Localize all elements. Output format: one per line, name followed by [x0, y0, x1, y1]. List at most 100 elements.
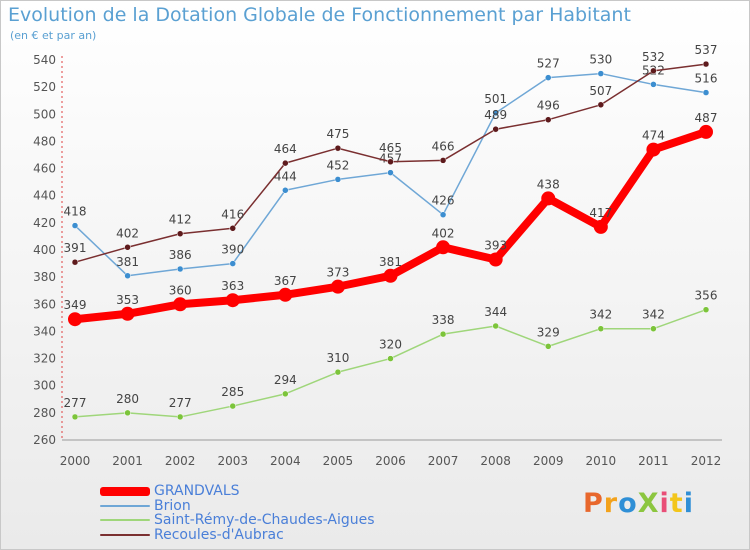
data-point-brion [387, 169, 394, 176]
data-point-grandvals [593, 219, 608, 234]
y-tick-label: 280 [33, 406, 56, 420]
data-label-brion: 516 [695, 72, 718, 86]
data-point-grandvals [541, 191, 556, 206]
data-point-saint-r-my-de-chaudes-aigues [545, 343, 552, 350]
y-tick-label: 440 [33, 189, 56, 203]
y-tick-label: 480 [33, 134, 56, 148]
data-point-grandvals [278, 287, 293, 302]
legend-label: Recoules-d'Aubrac [154, 526, 284, 543]
data-point-brion [176, 265, 184, 273]
data-label-recoules-d-aubrac: 489 [484, 108, 507, 122]
data-label-saint-r-my-de-chaudes-aigues: 338 [432, 313, 455, 327]
data-label-grandvals: 381 [379, 255, 402, 269]
data-point-grandvals [383, 268, 398, 283]
data-label-recoules-d-aubrac: 537 [695, 43, 718, 57]
data-label-recoules-d-aubrac: 496 [537, 99, 560, 113]
data-point-saint-r-my-de-chaudes-aigues [124, 409, 131, 417]
data-label-brion: 390 [221, 243, 244, 257]
y-tick-label: 260 [33, 433, 56, 447]
data-label-grandvals: 417 [589, 206, 612, 220]
x-tick-label: 2008 [480, 454, 511, 468]
y-tick-label: 360 [33, 297, 56, 311]
data-label-saint-r-my-de-chaudes-aigues: 285 [221, 385, 244, 399]
data-label-recoules-d-aubrac: 507 [589, 84, 612, 98]
data-point-grandvals [120, 306, 135, 321]
data-point-saint-r-my-de-chaudes-aigues [439, 330, 447, 338]
data-point-brion [229, 260, 236, 267]
data-label-recoules-d-aubrac: 391 [64, 241, 87, 255]
data-label-grandvals: 438 [537, 177, 560, 191]
data-point-brion [71, 222, 79, 229]
x-tick-label: 2001 [112, 454, 143, 468]
proxiti-logo: ProXiti [583, 488, 694, 519]
y-tick-label: 300 [33, 379, 56, 393]
x-tick-label: 2002 [165, 454, 196, 468]
y-tick-label: 380 [33, 270, 56, 284]
data-point-recoules-d-aubrac [176, 230, 184, 237]
data-point-recoules-d-aubrac [439, 157, 447, 164]
data-label-recoules-d-aubrac: 402 [116, 226, 139, 240]
data-point-grandvals [330, 279, 345, 294]
x-tick-label: 2012 [691, 454, 722, 468]
data-point-brion [650, 81, 657, 88]
data-label-saint-r-my-de-chaudes-aigues: 342 [642, 308, 665, 322]
data-point-grandvals [699, 124, 713, 139]
y-tick-label: 420 [33, 216, 56, 230]
x-tick-label: 2009 [533, 454, 564, 468]
data-label-brion: 444 [274, 169, 297, 183]
data-point-saint-r-my-de-chaudes-aigues [176, 413, 184, 421]
data-point-saint-r-my-de-chaudes-aigues [387, 355, 394, 362]
data-point-recoules-d-aubrac [229, 225, 236, 232]
y-tick-label: 540 [33, 53, 56, 67]
legend-item-recoules-d-aubrac: Recoules-d'Aubrac [100, 526, 375, 543]
data-label-saint-r-my-de-chaudes-aigues: 342 [589, 308, 612, 322]
y-tick-label: 520 [33, 80, 56, 94]
y-tick-label: 500 [33, 107, 56, 121]
data-label-recoules-d-aubrac: 532 [642, 50, 665, 64]
data-point-saint-r-my-de-chaudes-aigues [597, 325, 605, 332]
legend-label: Saint-Rémy-de-Chaudes-Aigues [154, 512, 375, 528]
data-label-brion: 452 [326, 158, 349, 172]
legend-item-saint-r-my-de-chaudes-aigues: Saint-Rémy-de-Chaudes-Aigues [100, 513, 375, 528]
data-label-saint-r-my-de-chaudes-aigues: 329 [537, 325, 560, 339]
legend-item-brion: Brion [100, 498, 375, 514]
legend-swatch [100, 533, 150, 536]
y-tick-label: 460 [33, 162, 56, 176]
data-point-brion [702, 89, 710, 96]
data-point-brion [334, 176, 342, 183]
data-point-grandvals [173, 297, 188, 312]
y-tick-label: 340 [33, 324, 56, 338]
chart-subtitle: (en € et par an) [10, 29, 97, 42]
data-point-grandvals [488, 252, 503, 267]
data-label-saint-r-my-de-chaudes-aigues: 277 [64, 396, 87, 410]
data-label-recoules-d-aubrac: 412 [169, 213, 192, 227]
data-point-brion [545, 74, 552, 81]
data-label-grandvals: 353 [116, 293, 139, 307]
data-label-saint-r-my-de-chaudes-aigues: 310 [326, 351, 349, 365]
data-label-recoules-d-aubrac: 466 [432, 139, 455, 153]
data-point-recoules-d-aubrac [650, 67, 657, 75]
data-point-saint-r-my-de-chaudes-aigues [492, 322, 499, 330]
data-label-recoules-d-aubrac: 465 [379, 141, 402, 155]
data-point-saint-r-my-de-chaudes-aigues [71, 413, 79, 421]
data-point-brion [597, 70, 605, 77]
data-label-grandvals: 393 [484, 239, 507, 253]
data-label-saint-r-my-de-chaudes-aigues: 344 [484, 305, 507, 319]
data-point-recoules-d-aubrac [387, 158, 394, 166]
x-tick-label: 2011 [638, 454, 669, 468]
data-label-grandvals: 363 [221, 279, 244, 293]
data-label-brion: 386 [169, 248, 192, 262]
logo-letter: o [618, 488, 638, 519]
x-tick-label: 2003 [217, 454, 248, 468]
data-point-saint-r-my-de-chaudes-aigues [650, 325, 657, 332]
data-label-saint-r-my-de-chaudes-aigues: 356 [695, 289, 718, 303]
data-label-brion: 530 [589, 53, 612, 67]
data-label-saint-r-my-de-chaudes-aigues: 294 [274, 373, 297, 387]
data-point-saint-r-my-de-chaudes-aigues [334, 368, 342, 376]
data-label-grandvals: 349 [64, 298, 87, 312]
y-tick-label: 400 [33, 243, 56, 257]
data-point-brion [282, 187, 289, 194]
x-tick-label: 2006 [375, 454, 406, 468]
data-label-brion: 418 [64, 205, 87, 219]
data-label-brion: 381 [116, 255, 139, 269]
